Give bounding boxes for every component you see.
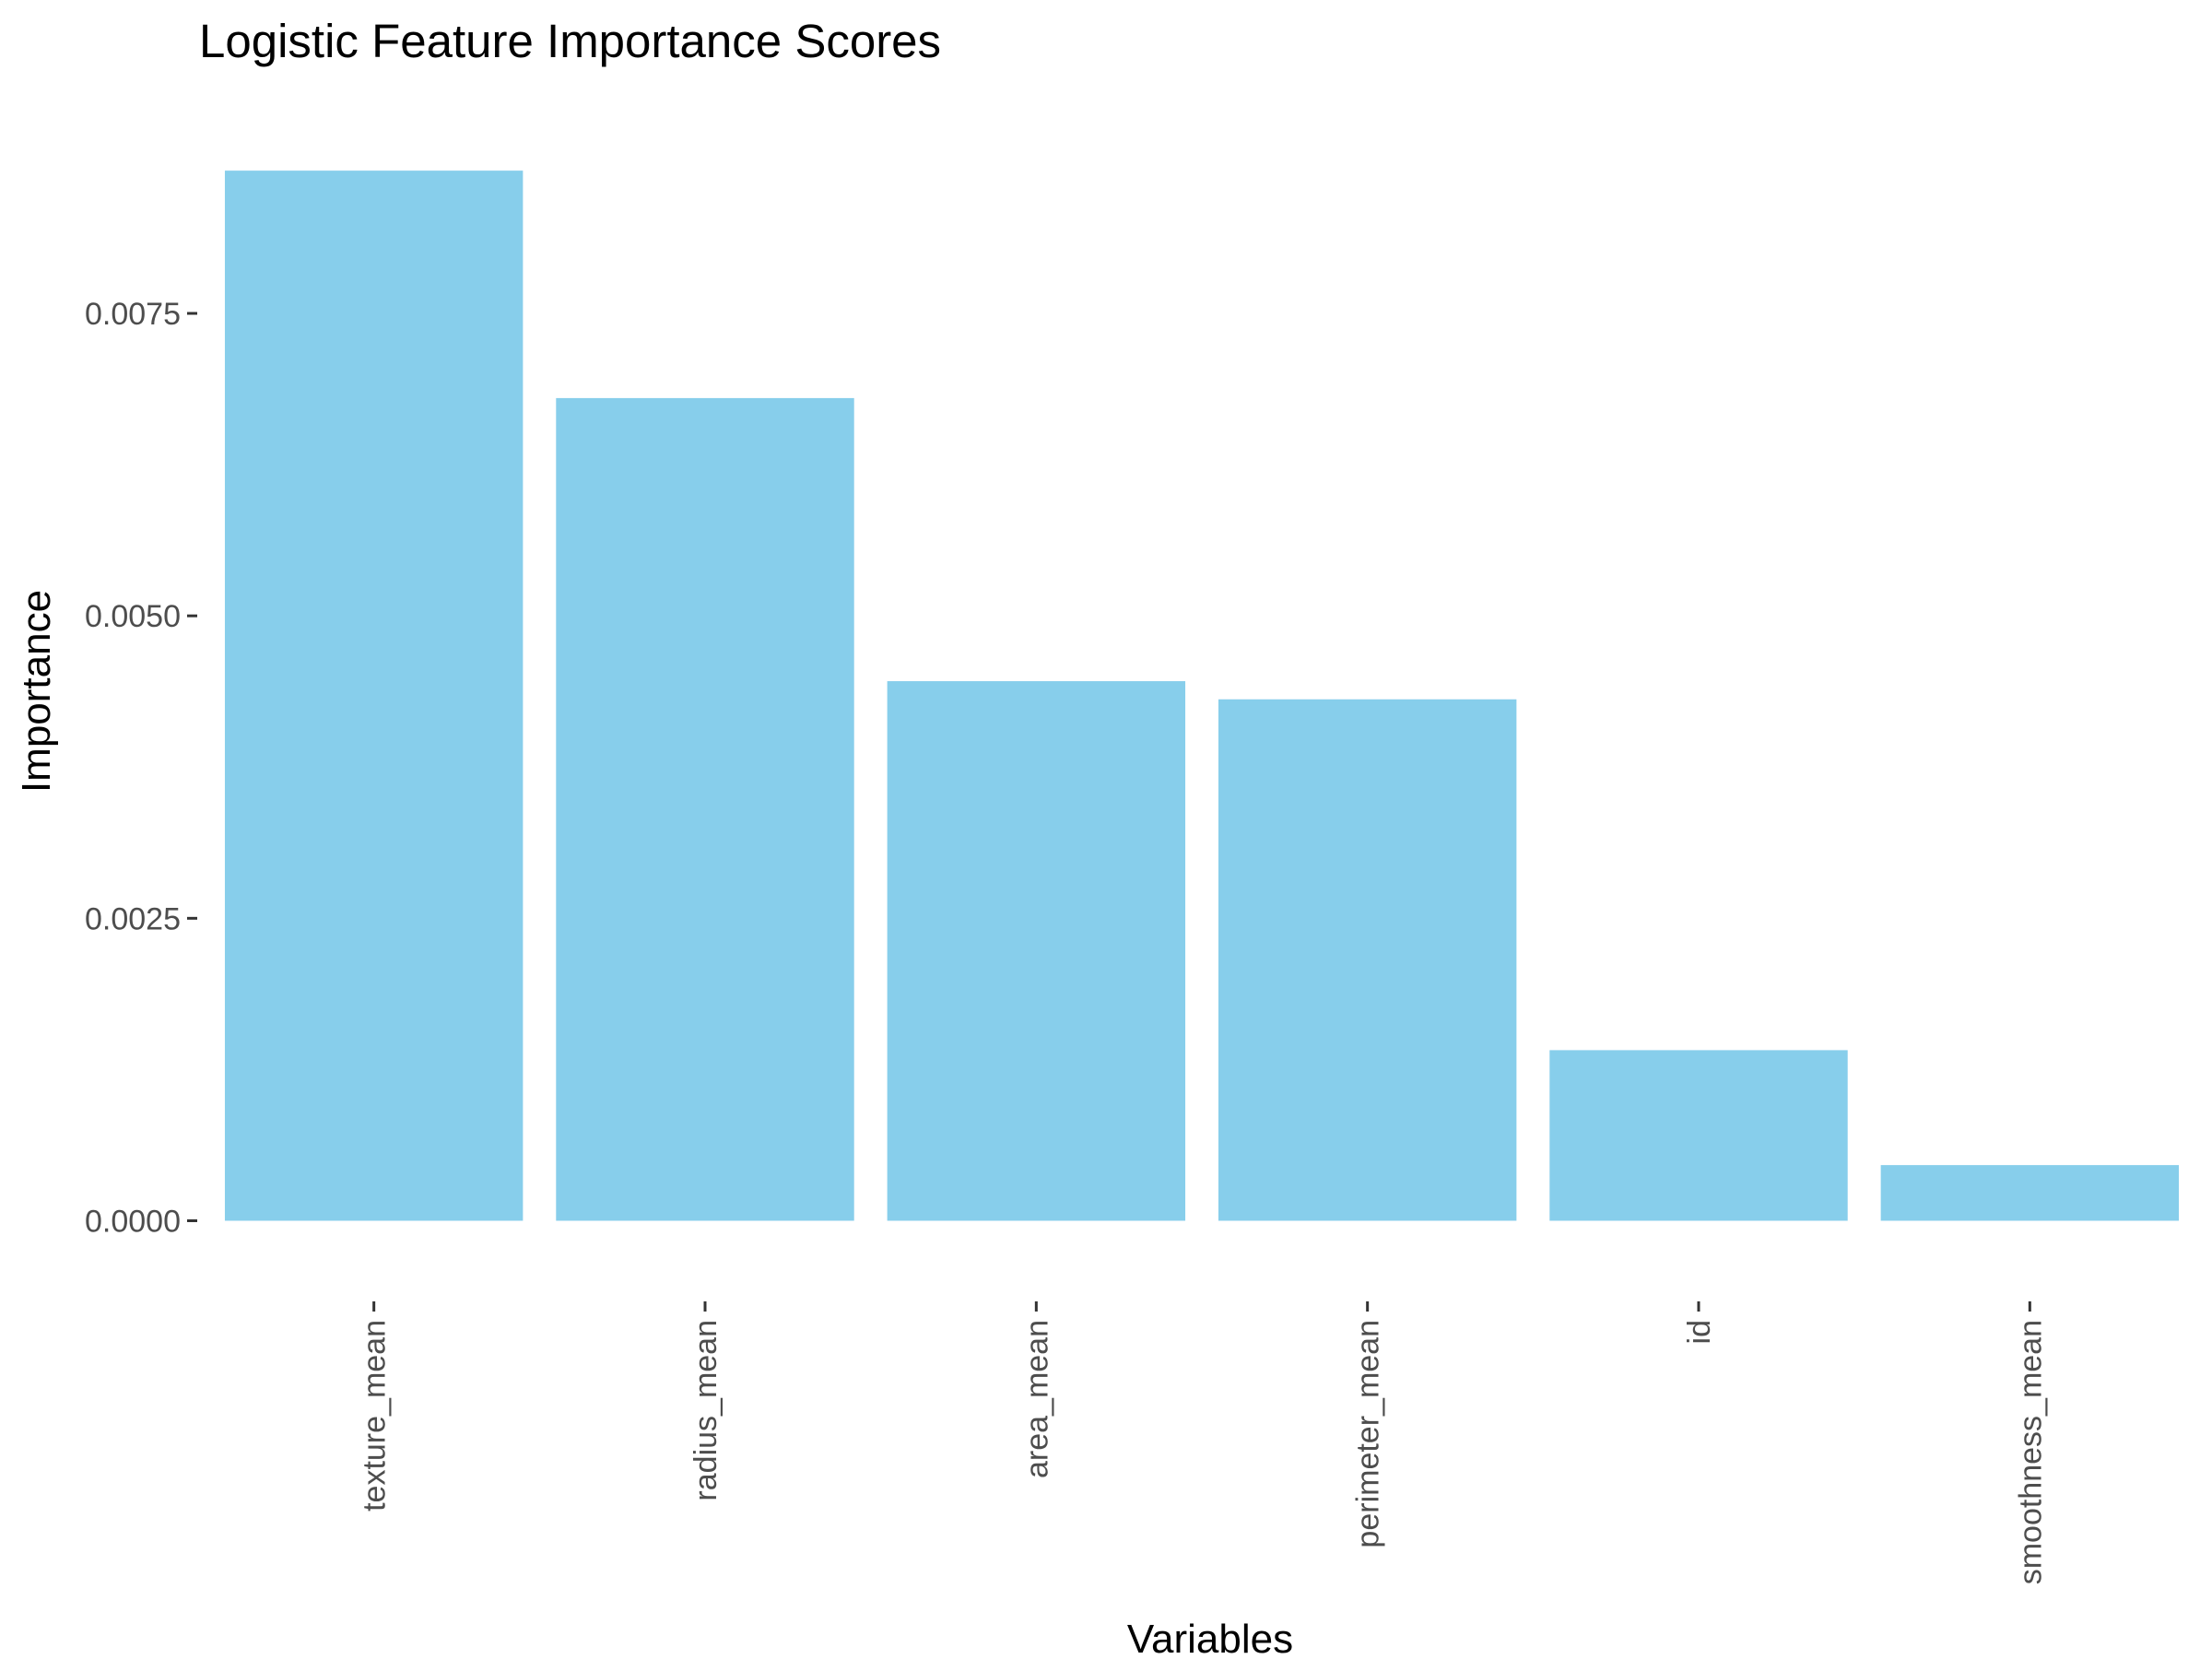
y-axis: 0.0000 0.0025 0.0050 0.0075 [85,297,197,1239]
x-axis: texture_mean radius_mean area_mean perimete… [358,1301,2048,1584]
x-tick-label: area_mean [1019,1320,1054,1478]
bar-area-mean [887,681,1186,1221]
x-tick-label: perimeter_mean [1351,1320,1386,1548]
y-tick-label: 0.0075 [85,297,181,332]
y-tick-label: 0.0025 [85,901,181,936]
x-tick-label: id [1682,1320,1717,1344]
y-tick-label: 0.0050 [85,599,181,634]
bars-group [224,171,2180,1221]
y-tick-label: 0.0000 [85,1204,181,1239]
x-tick-label: texture_mean [358,1320,393,1512]
chart-title: Logistic Feature Importance Scores [199,15,941,67]
bar-texture-mean [224,171,524,1221]
bar-id [1549,1050,1848,1221]
bar-radius-mean [556,397,854,1221]
x-axis-title: Variables [1127,1617,1293,1659]
x-tick-label: smoothness_mean [2013,1320,2048,1584]
bar-perimeter-mean [1218,699,1517,1221]
x-tick-label: radius_mean [688,1320,724,1501]
y-axis-title: Importance [14,590,59,793]
bar-smoothness-mean [1880,1165,2180,1221]
